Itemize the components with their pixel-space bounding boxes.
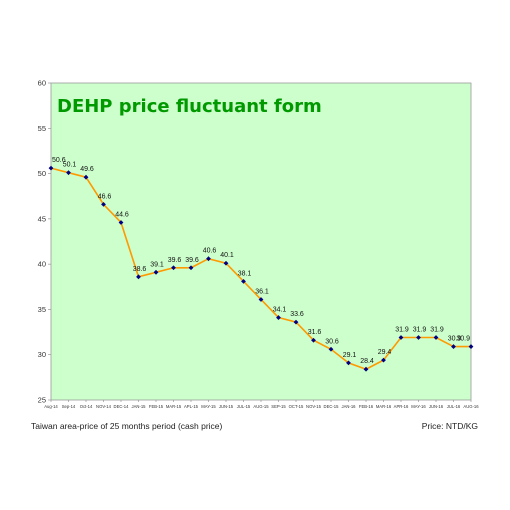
data-label: 30.9 [448,336,462,343]
data-label: 31.9 [413,327,427,334]
data-point [398,335,404,340]
data-label: 38.1 [238,270,252,277]
data-point [416,335,421,340]
data-point [468,344,474,349]
y-axis: 25 30 35 40 45 50 55 60 [38,79,51,405]
data-point [293,319,299,325]
data-label: 39.1 [150,261,164,268]
x-tick-label: JAN-16 [342,404,357,409]
x-tick-label: DEC-14 [114,404,130,409]
data-markers [48,165,474,372]
x-tick-label: APL-15 [184,404,199,409]
data-point [206,256,211,262]
data-point [188,265,194,271]
data-point [171,265,176,271]
data-label: 44.6 [115,211,129,218]
x-tick-label: MAR-16 [376,404,392,409]
y-tick-label: 35 [38,305,46,314]
data-label: 39.6 [168,257,182,264]
data-label: 33.6 [290,311,304,318]
caption-period: Taiwan area-price of 25 months period (c… [31,421,223,431]
data-point [223,260,229,266]
data-label: 29.1 [343,352,357,359]
x-tick-label: Sep-14 [62,404,76,409]
data-point [346,360,351,366]
x-tick-label: OCT-15 [289,404,304,409]
data-label: 29.4 [378,349,392,356]
data-point [101,201,106,207]
data-label: 31.6 [308,329,322,336]
data-label: 31.9 [430,327,444,334]
data-label: 38.6 [133,266,147,273]
caption-unit: Price: NTD/KG [421,421,478,431]
x-tick-label: AUG-16 [463,404,479,409]
data-point [451,344,456,349]
y-tick-label: 25 [38,396,46,405]
data-point [118,220,124,225]
data-label: 30.9 [456,336,470,343]
data-point [48,165,54,171]
data-point [311,337,316,343]
y-tick-label: 45 [38,214,46,223]
plot-area [50,82,472,401]
y-tick-label: 30 [38,350,46,359]
chart-title: DEHP price fluctuant form [57,96,322,117]
x-tick-label: FEB-15 [149,404,164,409]
y-tick-label: 40 [38,260,46,269]
data-label: 46.6 [98,193,112,200]
x-tick-label: JUN-15 [219,404,234,409]
x-tick-label: Aug-14 [44,404,58,409]
y-tick-label: 60 [38,79,46,88]
data-point [276,315,281,320]
data-label: 30.6 [325,338,339,345]
y-tick-label: 50 [38,169,46,178]
x-tick-label: MAY-15 [201,404,216,409]
data-label: 40.1 [220,252,234,259]
data-label: 40.6 [203,248,217,255]
data-point [433,335,439,340]
x-tick-label: JUL-15 [237,404,251,409]
data-label: 34.1 [273,307,287,314]
data-point [381,357,386,363]
x-tick-label: FEB-16 [359,404,374,409]
data-point [153,269,159,275]
x-tick-label: JUN-16 [429,404,444,409]
data-label: 50.1 [63,162,77,169]
x-tick-label: NOV-14 [96,404,112,409]
x-tick-label: Oct-14 [80,404,93,409]
x-tick-label: SEP-15 [271,404,286,409]
data-label: 49.6 [80,166,94,173]
data-label: 50.6 [52,157,66,164]
data-point [136,274,141,280]
x-axis: Aug-14 Sep-14 Oct-14 NOV-14 DEC-14 JAN-15 FEB-… [44,400,479,409]
x-tick-label: AUG-15 [253,404,269,409]
x-tick-label: NOV-15 [306,404,322,409]
data-point [258,297,264,302]
data-point [328,346,334,352]
data-label: 28.4 [360,358,374,365]
data-point [363,366,369,372]
data-labels: 50.650.149.6 46.6 44.6 38.639.1 39.6 39.6 40.6… [52,157,470,365]
data-point [241,278,246,284]
x-tick-label: MAY-16 [411,404,426,409]
data-label: 31.9 [395,327,409,334]
x-tick-label: MAR-15 [166,404,182,409]
data-label: 36.1 [255,288,269,295]
data-point [66,170,71,176]
x-tick-label: JUL-16 [447,404,461,409]
x-tick-label: APR-16 [394,404,409,409]
data-label: 39.6 [185,257,199,264]
y-tick-label: 55 [38,124,46,133]
x-tick-label: JAN-15 [132,404,147,409]
data-point [83,174,89,180]
x-tick-label: DEC-15 [324,404,340,409]
